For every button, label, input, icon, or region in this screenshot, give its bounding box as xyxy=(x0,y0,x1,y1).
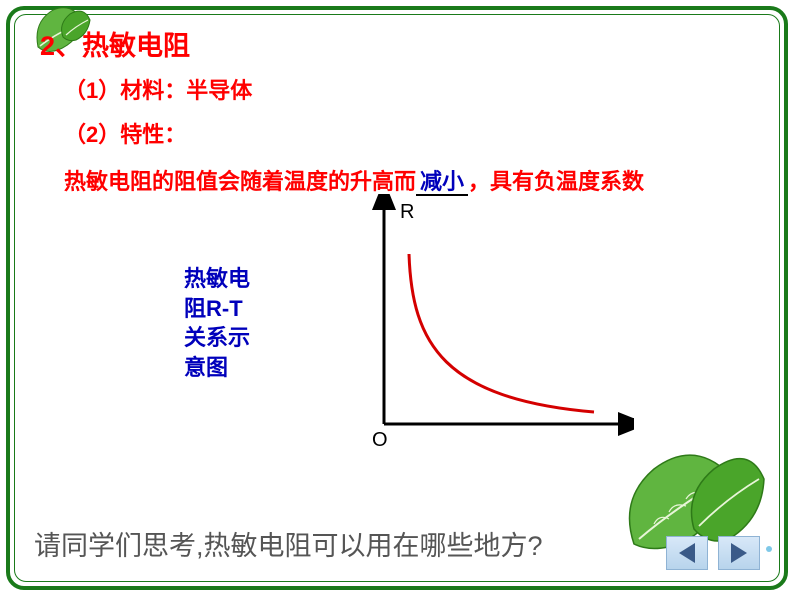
arrow-right-icon xyxy=(731,543,747,563)
desc-suffix: ，具有负温度系数 xyxy=(468,169,644,194)
prev-button[interactable] xyxy=(666,536,708,570)
caption-l2: 阻R-T xyxy=(184,294,294,324)
diagram-caption: 热敏电 阻R-T 关系示 意图 xyxy=(184,264,294,383)
x-axis-label: T xyxy=(629,415,634,437)
diagram-area: 热敏电 阻R-T 关系示 意图 R T O xyxy=(64,204,754,464)
arrow-left-icon xyxy=(679,543,695,563)
desc-blank: 减小 xyxy=(416,169,468,196)
section-title: 2、热敏电阻 xyxy=(40,24,754,63)
rt-chart: R T O xyxy=(334,194,634,454)
origin-label: O xyxy=(372,429,388,451)
point-1: （1）材料：半导体 xyxy=(64,73,754,105)
caption-l4: 意图 xyxy=(184,353,294,383)
nav-arrows xyxy=(666,536,760,570)
point-2: （2）特性： xyxy=(64,117,754,149)
y-axis-label: R xyxy=(400,201,414,223)
rt-curve xyxy=(409,254,594,412)
caption-l1: 热敏电 xyxy=(184,264,294,294)
question-text: 请同学们思考,热敏电阻可以用在哪些地方? xyxy=(34,526,543,567)
desc-prefix: 热敏电阻的阻值会随着温度的升高而 xyxy=(64,169,416,194)
caption-l3: 关系示 xyxy=(184,323,294,353)
next-button[interactable] xyxy=(718,536,760,570)
